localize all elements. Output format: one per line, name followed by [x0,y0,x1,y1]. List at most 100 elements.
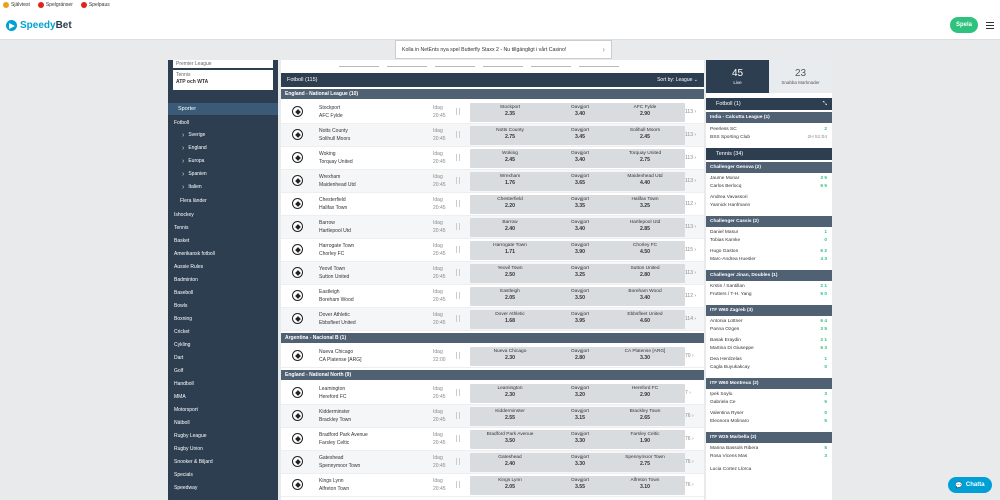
tab[interactable] [387,65,427,67]
sidebar-item-sport[interactable]: Nätboll [174,420,190,426]
stats-icon[interactable] [456,154,460,161]
odds-home-button[interactable]: Nueva Chicago 2.30 [470,347,550,366]
stats-icon[interactable] [456,315,460,322]
sidebar-item-sport[interactable]: Specials [174,472,193,478]
odds-home-button[interactable]: Wrexham 1.76 [470,172,550,191]
odds-draw-button[interactable]: Oavgjort 3.40 [540,149,620,168]
odds-away-button[interactable]: Solihull Moors 2.45 [605,126,685,145]
odds-home-button[interactable]: Notts County 2.75 [470,126,550,145]
odds-away-button[interactable]: Alfreton Town 3.10 [605,476,685,495]
more-markets-link[interactable]: 76 › [685,413,694,419]
tab[interactable] [339,65,379,67]
chat-button[interactable]: 💬 Chatta [948,477,992,493]
odds-draw-button[interactable]: Oavgjort 3.40 [540,103,620,122]
match-row[interactable]: Kidderminster Brackley Town Idag 20:45 Kidde… [281,405,704,428]
stats-icon[interactable] [456,177,460,184]
match-row[interactable]: Leamington Hereford FC Idag 20:45 Leamington… [281,382,704,405]
sidebar-item-sport[interactable]: Golf [174,368,184,374]
match-row[interactable]: Yeovil Town Sutton United Idag 20:45 Yeovil … [281,262,704,285]
promo-banner[interactable]: Kolla in NetEnts nya spel Butterfly Stax… [395,40,612,59]
more-markets-link[interactable]: 76 › [685,459,694,465]
match-row[interactable]: Kings Lynn Alfreton Town Idag 20:45 Kings Ly… [281,474,704,497]
live-match[interactable]: Valentina Ryser 0 Eleonora Molinaro 5 [706,410,832,425]
self-test-link[interactable]: Självtest [3,2,30,8]
odds-home-button[interactable]: Chesterfield 2.20 [470,195,550,214]
sidebar-top-box[interactable]: Premier League [173,60,273,68]
live-league-header[interactable]: Challenger Jinan, Doubles (1) [706,270,832,281]
sidebar-item-football[interactable]: Fotboll [174,120,190,126]
live-league-header[interactable]: India - Calcutta League (1) [706,112,832,123]
tab[interactable] [483,65,523,67]
live-match[interactable]: Lucia Cortez Llorca [710,467,752,472]
odds-away-button[interactable]: Halifax Town 3.25 [605,195,685,214]
odds-away-button[interactable]: Sutton United 2.80 [605,264,685,283]
tab[interactable] [579,65,619,67]
live-match[interactable]: Antonia Lottner 6 4 Panna Ozgen 3 5 [706,318,832,333]
more-markets-link[interactable]: 114 › [685,316,697,322]
sidebar-item-spain[interactable]: › Spanien [168,169,278,179]
more-markets-link[interactable]: 70 › [685,353,694,359]
sidebar-item-sport[interactable]: Ishockey [174,212,194,218]
pause-link[interactable]: Spelpaus [80,2,110,8]
sidebar-item-sport[interactable]: Snooker & Biljard [174,459,213,465]
odds-away-button[interactable]: Hartlepool Utd 2.85 [605,218,685,237]
match-row[interactable]: Nueva Chicago CA Platense [ARG] Idag 22:00 N… [281,345,704,368]
match-row[interactable]: Harrogate Town Chorley FC Idag 20:45 Harroga… [281,239,704,262]
more-markets-link[interactable]: 7 › [685,390,691,396]
sidebar-item-sport[interactable]: Motorsport [174,407,198,413]
limits-link[interactable]: Spelgränser [37,2,73,8]
live-league-header[interactable]: ITF W60 Zagreb (3) [706,305,832,316]
stats-icon[interactable] [456,200,460,207]
sidebar-item-more-countries[interactable]: Flera länder [180,198,207,204]
odds-draw-button[interactable]: Oavgjort 3.35 [540,195,620,214]
odds-home-button[interactable]: Dover Athletic 1.68 [470,310,550,329]
odds-home-button[interactable]: Kidderminster 2.55 [470,407,550,426]
odds-draw-button[interactable]: Oavgjort 3.45 [540,126,620,145]
match-row[interactable]: Eastleigh Boreham Wood Idag 20:45 Eastleigh 2… [281,285,704,308]
odds-draw-button[interactable]: Oavgjort 3.20 [540,384,620,403]
odds-draw-button[interactable]: Oavgjort 3.65 [540,172,620,191]
sidebar-item-sport[interactable]: Amerikansk fotboll [174,251,215,257]
odds-draw-button[interactable]: Oavgjort 3.55 [540,476,620,495]
odds-home-button[interactable]: Leamington 2.30 [470,384,550,403]
odds-draw-button[interactable]: Oavgjort 3.30 [540,430,620,449]
sidebar-item-sport[interactable]: Basket [174,238,190,244]
live-league-header[interactable]: ITF W60 Montreux (2) [706,378,832,389]
odds-draw-button[interactable]: Oavgjort 3.40 [540,218,620,237]
odds-home-button[interactable]: Eastleigh 2.05 [470,287,550,306]
match-row[interactable]: Bradford Park Avenue Farsley Celtic Idag 20… [281,428,704,451]
odds-home-button[interactable]: Yeovil Town 2.50 [470,264,550,283]
odds-draw-button[interactable]: Oavgjort 3.90 [540,241,620,260]
odds-away-button[interactable]: AFC Fylde 2.90 [605,103,685,122]
stats-icon[interactable] [456,389,460,396]
play-button[interactable]: Spela [950,17,978,33]
odds-away-button[interactable]: Maidenhead Utd 4.40 [605,172,685,191]
stats-icon[interactable] [456,435,460,442]
odds-away-button[interactable]: Brackley Town 2.65 [605,407,685,426]
live-league-header[interactable]: Challenger Genova (2) [706,162,832,173]
live-match[interactable]: Andrea Vavassori Yannick Hanfmann [706,194,832,209]
sidebar-item-sport[interactable]: Rugby League [174,433,207,439]
league-header[interactable]: England - National North (9) [281,370,704,380]
sidebar-item-sweden[interactable]: › Sverige [168,130,278,140]
sidebar-item-sport[interactable]: Tennis [174,225,189,231]
live-match[interactable]: Marina Bassols Ribera 5 Rosa Vicens Mas 3 [706,445,832,460]
odds-away-button[interactable]: Ebbsfleet United 4.60 [605,310,685,329]
odds-home-button[interactable]: Woking 2.45 [470,149,550,168]
sidebar-item-sport[interactable]: Rugby Union [174,446,203,452]
stats-icon[interactable] [456,108,460,115]
sidebar-item-sport[interactable]: Dart [174,355,184,361]
live-match[interactable]: Hugo Gaston 6 2 Marc-Andrea Huesler 4 3 [706,248,832,263]
odds-home-button[interactable]: Stockport 2.35 [470,103,550,122]
live-tennis-header[interactable]: Tennis (34) [706,148,832,160]
more-markets-link[interactable]: 112 › [685,201,697,207]
live-match[interactable]: Daniel Masur 1 Tobias Kamke 0 [706,229,832,244]
live-match[interactable]: Krstin / Santillan 2 1 Frutters / T-H. Yan… [706,283,832,298]
more-markets-link[interactable]: 113 › [685,109,697,115]
live-league-header[interactable]: ITF W25 Marbella (2) [706,432,832,443]
odds-home-button[interactable]: Bradford Park Avenue 3.50 [470,430,550,449]
live-football-header[interactable]: Fotboll (1) ⤡ [706,98,832,110]
sidebar-item-sport[interactable]: Speedway [174,485,198,491]
sidebar-item-sport[interactable]: Aussie Rules [174,264,204,270]
more-markets-link[interactable]: 76 › [685,482,694,488]
